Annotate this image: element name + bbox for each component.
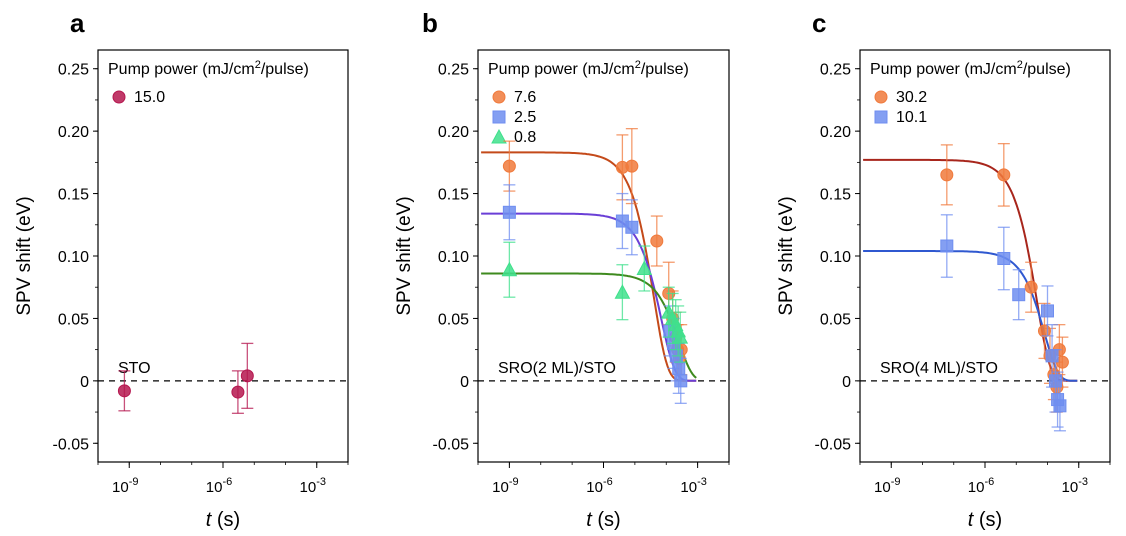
y-tick-label: 0 (842, 374, 851, 391)
legend-marker (492, 90, 506, 104)
x-axis-label: t (s) (586, 509, 620, 531)
data-point (636, 260, 653, 275)
x-tick-label: 10-9 (874, 476, 900, 496)
data-point (614, 284, 631, 299)
x-tick-label: 10-3 (1062, 476, 1088, 496)
panel-label: c (812, 8, 826, 38)
panel-b: b -0.05 0 0.05 0.10 0.15 0.20 0.25 10-9 10-6 10-3 S… (394, 8, 730, 531)
y-tick-label: 0.20 (820, 124, 851, 141)
legend-label: 2.5 (514, 109, 536, 126)
legend-marker (874, 110, 888, 124)
data-point (940, 239, 954, 253)
data-point (240, 369, 254, 383)
y-tick-label: 0.25 (58, 62, 89, 79)
data-point (672, 329, 689, 344)
fit-curve (481, 151, 697, 382)
legend-marker (491, 128, 507, 144)
y-tick-label: -0.05 (53, 436, 90, 453)
data-point (1024, 280, 1038, 294)
data-point (1012, 288, 1026, 302)
legend-label: 0.8 (514, 129, 536, 146)
y-tick-label: -0.05 (433, 436, 470, 453)
x-axis-label: t (s) (968, 509, 1002, 531)
y-tick-label: 0 (460, 374, 469, 391)
fit-curve (863, 158, 1078, 382)
y-tick-label: 0.20 (58, 124, 89, 141)
y-tick-label: 0.25 (820, 62, 851, 79)
x-tick-label: 10-6 (586, 476, 612, 496)
legend-title: Pump power (mJ/cm2/pulse) (870, 59, 1071, 78)
data-point (1037, 324, 1051, 338)
data-point (502, 159, 516, 173)
data-point (997, 251, 1011, 265)
x-tick-label: 10-6 (206, 476, 232, 496)
x-axis-label: t (s) (206, 509, 240, 531)
data-point (625, 220, 639, 234)
x-tick-label: 10-9 (492, 476, 518, 496)
y-axis-label: SPV shift (eV) (776, 196, 797, 315)
x-tick-label: 10-3 (680, 476, 706, 496)
data-point (625, 159, 639, 173)
panel-label: b (422, 8, 438, 38)
sample-annotation: STO (118, 360, 151, 377)
legend-title: Pump power (mJ/cm2/pulse) (488, 59, 689, 78)
legend-label: 7.6 (514, 89, 536, 106)
fit-curve (481, 272, 697, 379)
data-point (674, 374, 688, 388)
fit-curve (481, 212, 697, 382)
legend-label: 10.1 (896, 109, 927, 126)
data-point (231, 385, 245, 399)
y-tick-label: 0.10 (820, 249, 851, 266)
x-tick-label: 10-3 (300, 476, 326, 496)
panel-a: a -0.05 0 0.05 0.10 0.15 0.20 0.25 10-9 10-6 10-3 S… (14, 8, 349, 531)
data-point (650, 234, 664, 248)
y-tick-label: 0.05 (438, 311, 469, 328)
data-point (502, 205, 516, 219)
y-tick-label: 0.10 (58, 249, 89, 266)
y-axis-label: SPV shift (eV) (394, 196, 415, 315)
data-point (1053, 399, 1067, 413)
y-tick-label: 0.15 (58, 187, 89, 204)
legend-label: 30.2 (896, 89, 927, 106)
legend-marker (112, 90, 126, 104)
y-tick-label: 0.15 (820, 187, 851, 204)
plot-frame (97, 49, 349, 463)
y-tick-label: 0.05 (58, 311, 89, 328)
legend-marker (874, 90, 888, 104)
y-axis-label: SPV shift (eV) (14, 196, 35, 315)
x-tick-label: 10-6 (968, 476, 994, 496)
data-point (501, 261, 518, 277)
data-point (672, 361, 686, 375)
x-tick-label: 10-9 (112, 476, 138, 496)
panel-label: a (70, 8, 85, 38)
sample-annotation: SRO(4 ML)/STO (880, 360, 998, 377)
y-tick-label: 0.05 (820, 311, 851, 328)
data-point (1041, 304, 1054, 318)
y-tick-label: 0.10 (438, 249, 469, 266)
data-point (1045, 349, 1059, 363)
data-point (117, 384, 131, 398)
y-tick-label: 0.20 (438, 124, 469, 141)
sample-annotation: SRO(2 ML)/STO (498, 360, 616, 377)
legend-marker (492, 110, 506, 124)
fit-curve (863, 250, 1078, 382)
y-tick-label: 0 (80, 374, 89, 391)
y-tick-label: 0.15 (438, 187, 469, 204)
data-point (997, 168, 1011, 182)
data-point (940, 168, 954, 182)
y-tick-label: 0.25 (438, 62, 469, 79)
y-tick-label: -0.05 (815, 436, 852, 453)
legend-title: Pump power (mJ/cm2/pulse) (108, 59, 309, 78)
legend-label: 15.0 (134, 89, 165, 106)
panel-c: c -0.05 0 0.05 0.10 0.15 0.20 0.25 10-9 10-6 10-3 S… (776, 8, 1111, 531)
